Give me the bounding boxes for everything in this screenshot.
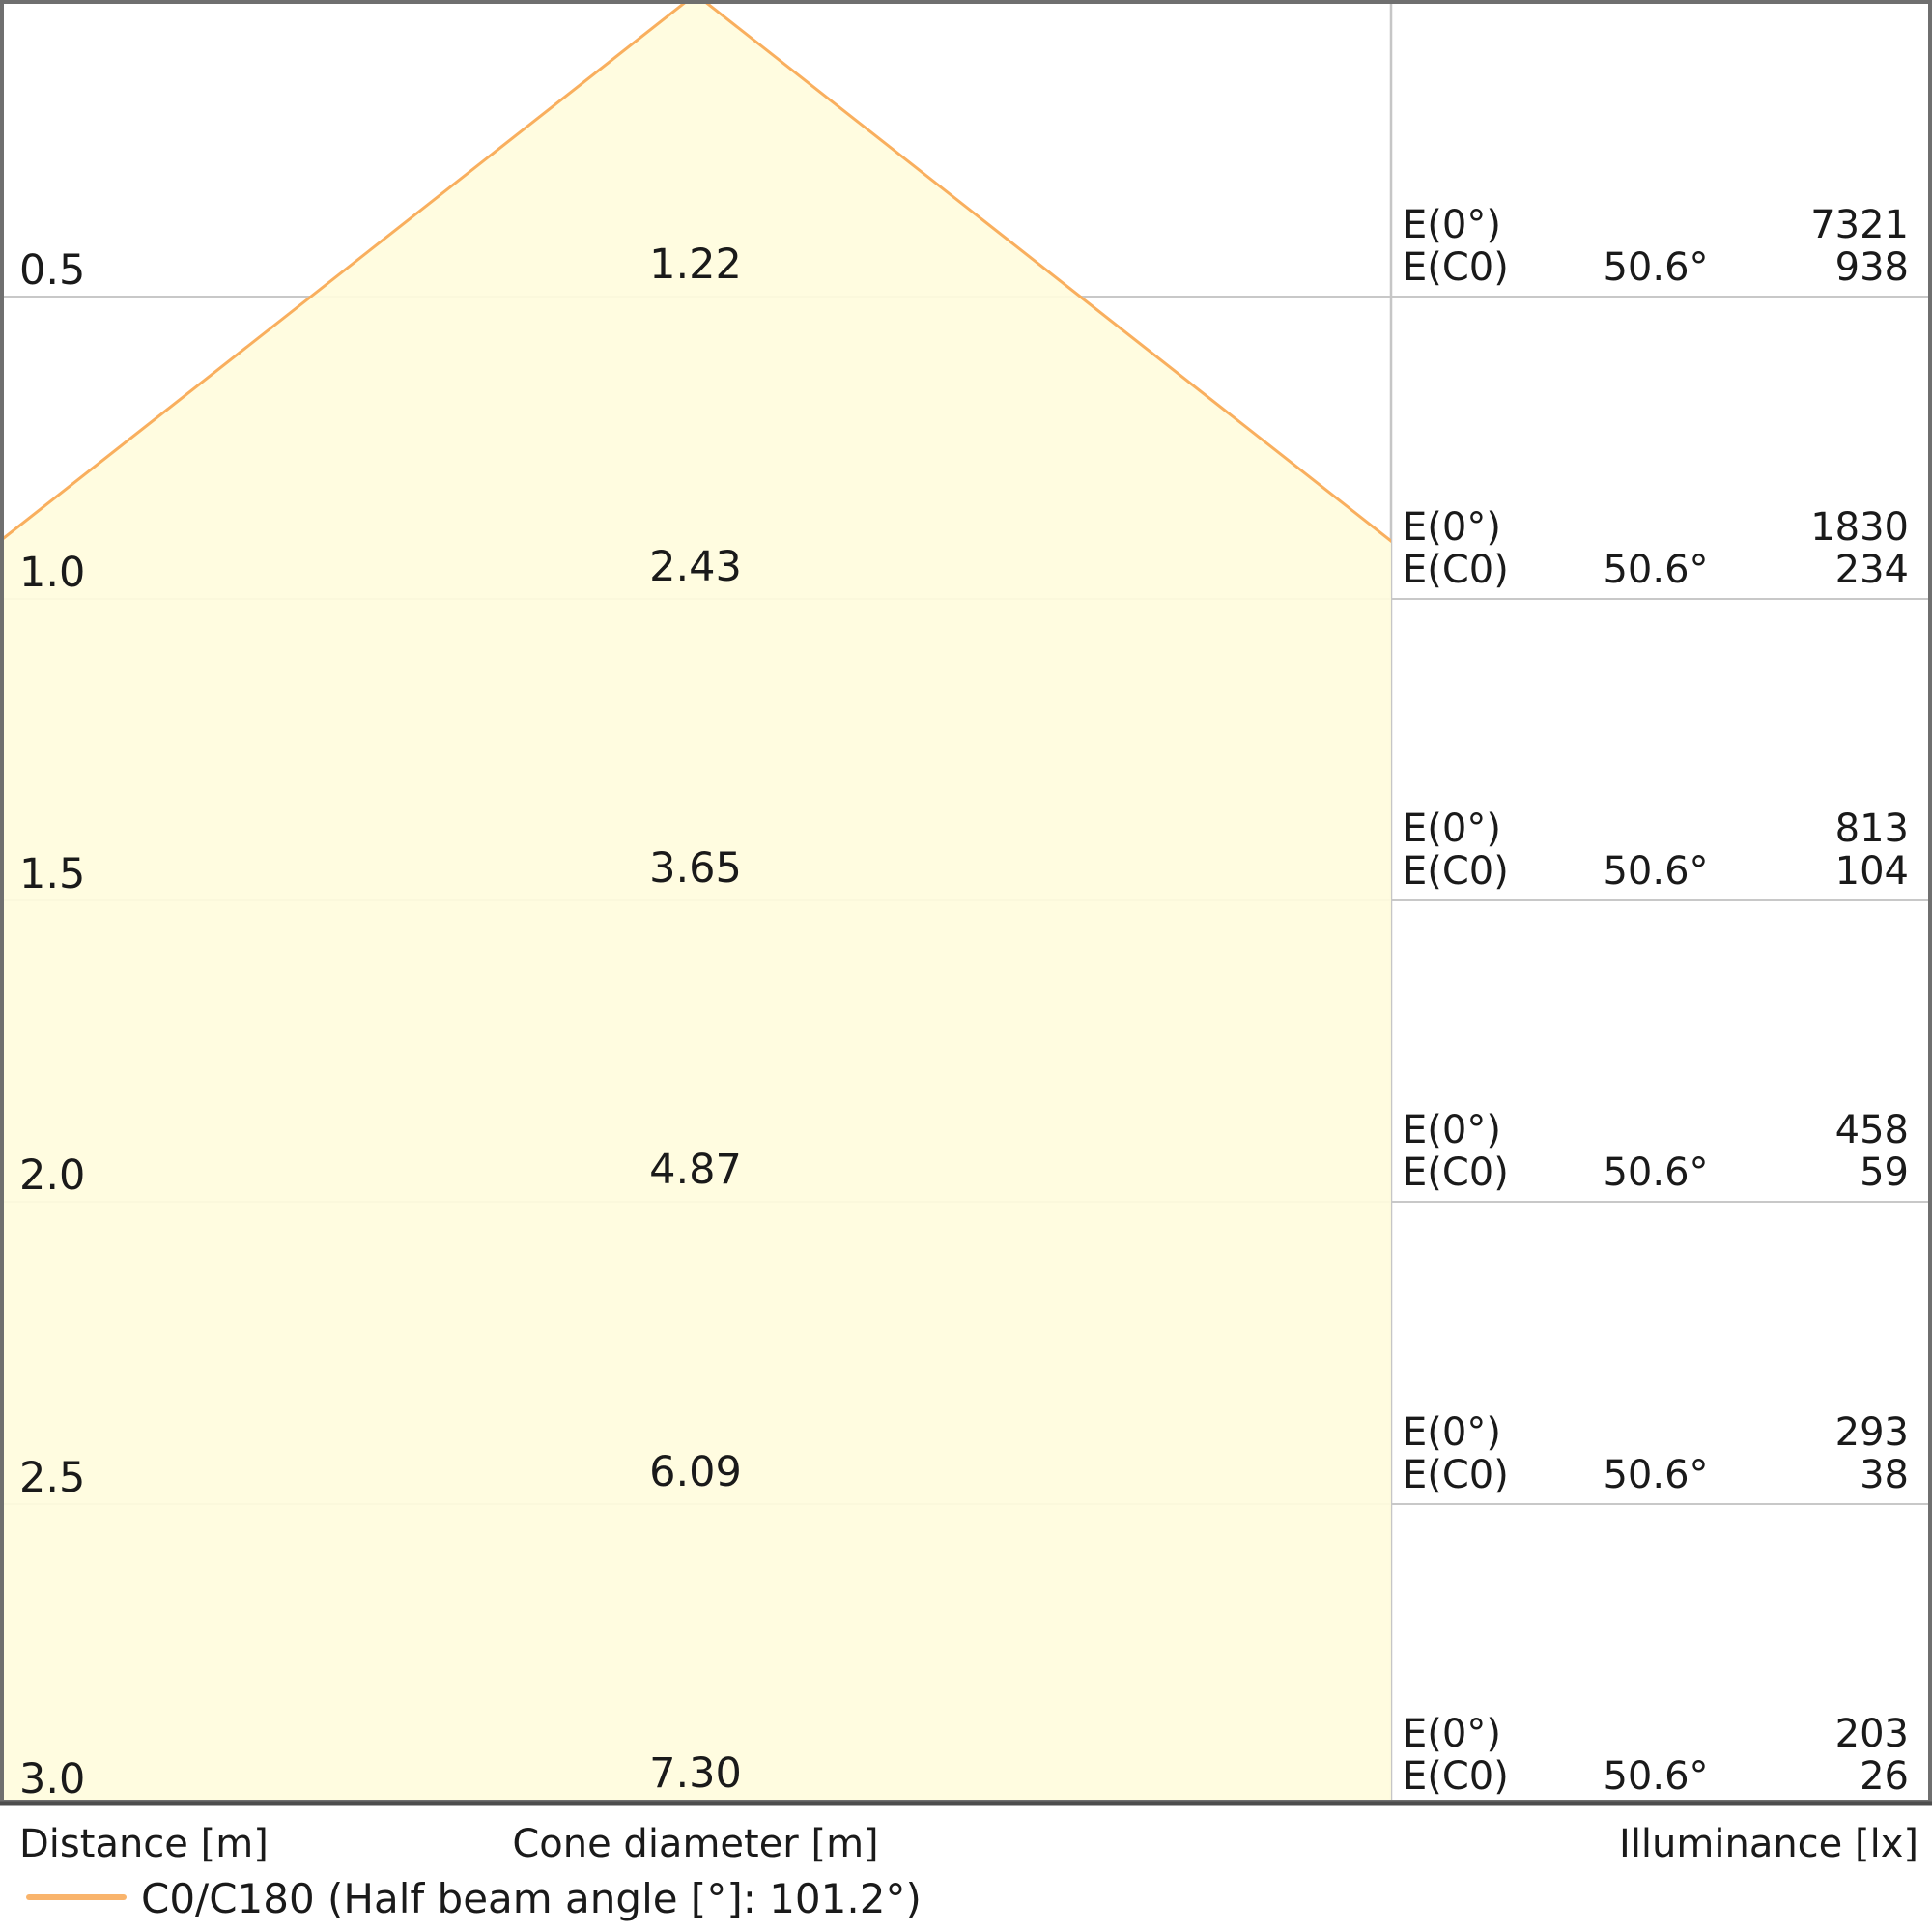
e0-label: E(0°) <box>1403 203 1501 247</box>
ec0-row: E(C0) 50.6° 38 <box>1403 1454 1909 1496</box>
ec0-value: 38 <box>1860 1453 1909 1497</box>
ec0-label: E(C0) <box>1403 1754 1509 1799</box>
ec0-angle: 50.6° <box>1603 1453 1709 1497</box>
ec0-angle: 50.6° <box>1603 1754 1709 1799</box>
ec0-row: E(C0) 50.6° 26 <box>1403 1755 1909 1798</box>
cone-diameter-label-1.5: 3.65 <box>649 844 742 893</box>
illuminance-block-2.5: E(0°) 293 E(C0) 50.6° 38 <box>1403 1411 1909 1496</box>
ec0-label: E(C0) <box>1403 849 1509 894</box>
ec0-row: E(C0) 50.6° 104 <box>1403 850 1909 893</box>
illuminance-block-2.0: E(0°) 458 E(C0) 50.6° 59 <box>1403 1109 1909 1194</box>
illuminance-block-3.0: E(0°) 203 E(C0) 50.6° 26 <box>1403 1713 1909 1798</box>
e0-label: E(0°) <box>1403 1108 1501 1152</box>
cone-diameter-label-0.5: 1.22 <box>649 241 742 289</box>
distance-label-3.0: 3.0 <box>19 1755 86 1804</box>
cone-edge-lines <box>0 0 1391 543</box>
illuminance-axis-label: Illuminance [lx] <box>1619 1822 1918 1866</box>
e0-row: E(0°) 7321 <box>1403 204 1909 246</box>
e0-label: E(0°) <box>1403 807 1501 851</box>
ec0-angle: 50.6° <box>1603 245 1709 290</box>
ec0-label: E(C0) <box>1403 1453 1509 1497</box>
ec0-value: 938 <box>1834 245 1909 290</box>
ec0-value: 234 <box>1834 548 1909 592</box>
cone-fill-polygon <box>0 0 1391 1804</box>
illuminance-block-1.5: E(0°) 813 E(C0) 50.6° 104 <box>1403 808 1909 893</box>
e0-value: 458 <box>1834 1108 1909 1152</box>
e0-value: 1830 <box>1810 505 1909 550</box>
e0-value: 813 <box>1834 807 1909 851</box>
ec0-value: 26 <box>1860 1754 1909 1799</box>
e0-row: E(0°) 203 <box>1403 1713 1909 1755</box>
ec0-value: 104 <box>1834 849 1909 894</box>
ec0-angle: 50.6° <box>1603 1151 1709 1195</box>
distance-label-1.0: 1.0 <box>19 549 86 597</box>
ec0-row: E(C0) 50.6° 938 <box>1403 246 1909 289</box>
ec0-row: E(C0) 50.6° 59 <box>1403 1151 1909 1194</box>
cone-diameter-label-3.0: 7.30 <box>649 1749 742 1798</box>
legend-label: C0/C180 (Half beam angle [°]: 101.2°) <box>141 1875 922 1922</box>
ec0-label: E(C0) <box>1403 1151 1509 1195</box>
illuminance-block-1.0: E(0°) 1830 E(C0) 50.6° 234 <box>1403 506 1909 591</box>
distance-label-1.5: 1.5 <box>19 850 86 898</box>
e0-row: E(0°) 458 <box>1403 1109 1909 1151</box>
ec0-value: 59 <box>1860 1151 1909 1195</box>
e0-row: E(0°) 813 <box>1403 808 1909 850</box>
ec0-label: E(C0) <box>1403 245 1509 290</box>
e0-value: 203 <box>1834 1712 1909 1756</box>
e0-value: 7321 <box>1810 203 1909 247</box>
e0-label: E(0°) <box>1403 1712 1501 1756</box>
cone-diameter-label-2.5: 6.09 <box>649 1448 742 1496</box>
cone-diameter-axis-label: Cone diameter [m] <box>512 1822 879 1866</box>
distance-label-2.5: 2.5 <box>19 1454 86 1502</box>
ec0-angle: 50.6° <box>1603 548 1709 592</box>
e0-row: E(0°) 293 <box>1403 1411 1909 1454</box>
distance-label-2.0: 2.0 <box>19 1151 86 1200</box>
e0-label: E(0°) <box>1403 505 1501 550</box>
cone-diameter-label-1.0: 2.43 <box>649 543 742 591</box>
distance-axis-label: Distance [m] <box>19 1822 269 1866</box>
cone-diameter-label-2.0: 4.87 <box>649 1146 742 1194</box>
e0-value: 293 <box>1834 1410 1909 1455</box>
ec0-row: E(C0) 50.6° 234 <box>1403 549 1909 591</box>
ec0-angle: 50.6° <box>1603 849 1709 894</box>
distance-label-0.5: 0.5 <box>19 246 86 295</box>
e0-row: E(0°) 1830 <box>1403 506 1909 549</box>
illuminance-block-0.5: E(0°) 7321 E(C0) 50.6° 938 <box>1403 204 1909 289</box>
e0-label: E(0°) <box>1403 1410 1501 1455</box>
ec0-label: E(C0) <box>1403 548 1509 592</box>
